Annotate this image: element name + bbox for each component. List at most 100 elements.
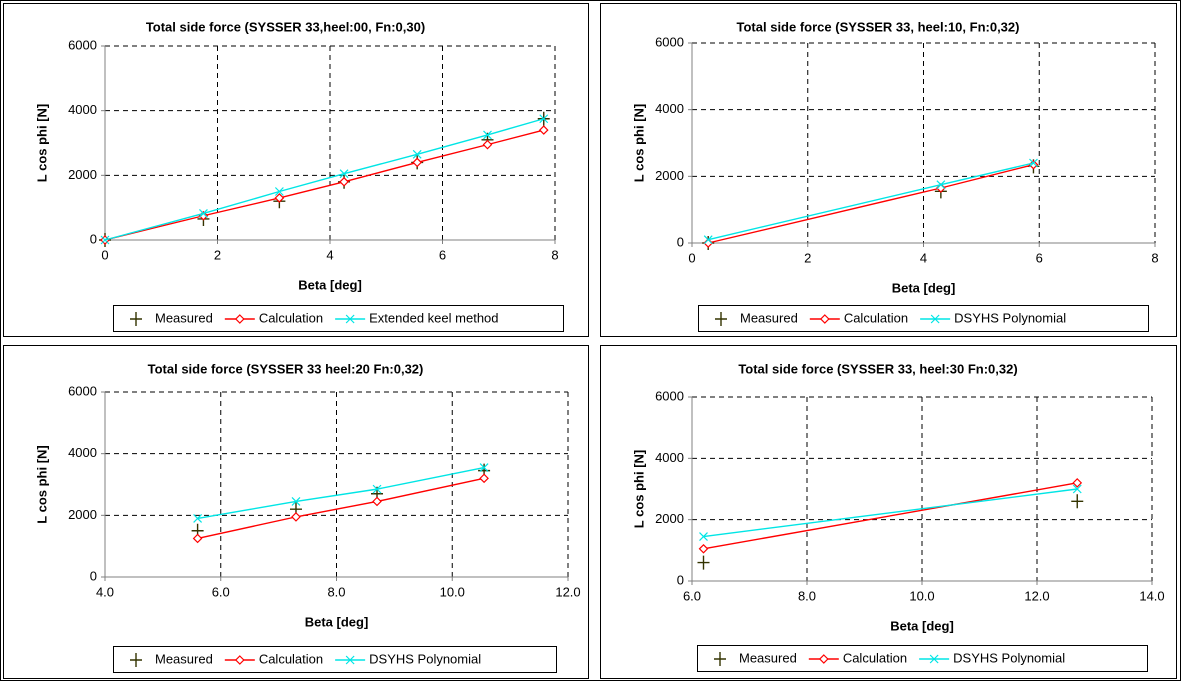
point: [193, 513, 203, 523]
legend-label: DSYHS Polynomial: [954, 310, 1066, 325]
x-tick-label: 2: [214, 247, 221, 262]
y-tick-label: 6000: [68, 383, 97, 398]
legend-marker: [130, 312, 142, 326]
point: [1071, 494, 1084, 509]
y-tick-label: 0: [90, 231, 97, 246]
axis-label: Beta [deg]: [892, 280, 956, 295]
point: [703, 235, 713, 245]
point: [1029, 158, 1038, 168]
legend-marker: [714, 652, 726, 666]
point: [1072, 478, 1083, 488]
x-tick-label: 0: [101, 247, 108, 262]
x-tick-label: 2: [804, 250, 811, 265]
series-line: [197, 477, 485, 540]
legend-label: Calculation: [259, 310, 323, 325]
x-tick-label: 8.0: [798, 588, 816, 603]
y-tick-label: 4000: [68, 445, 97, 460]
y-tick-label: 2000: [68, 507, 97, 522]
point: [372, 496, 382, 507]
point: [479, 473, 489, 484]
x-tick-label: 6: [1036, 250, 1043, 265]
axis-label: Beta [deg]: [298, 277, 362, 292]
point: [483, 130, 492, 140]
legend-label: Measured: [155, 310, 213, 325]
x-tick-label: 0: [688, 250, 695, 265]
axis-label: Beta [deg]: [305, 614, 369, 629]
legend-marker: [715, 312, 727, 326]
point: [936, 180, 946, 190]
point: [199, 209, 208, 218]
legend-label: Extended keel method: [369, 310, 498, 325]
x-tick-label: 8.0: [327, 584, 345, 599]
legend-label: DSYHS Polynomial: [953, 650, 1065, 665]
legend-marker: [818, 654, 829, 664]
point: [482, 139, 493, 150]
chart-title: Total side force (SYSSER 33, heel:10, Fn…: [737, 19, 1020, 34]
legend-label: Calculation: [259, 651, 323, 666]
y-tick-label: 6000: [655, 388, 684, 403]
legend-label: Calculation: [844, 310, 908, 325]
x-tick-label: 4: [920, 250, 927, 265]
axis-label: L cos phi [N]: [34, 104, 49, 182]
legend-label: Calculation: [843, 650, 907, 665]
x-tick-label: 12.0: [1024, 588, 1049, 603]
chart: Total side force (SYSSER 33,heel:00, Fn:…: [3, 3, 589, 337]
x-tick-label: 6.0: [212, 584, 230, 599]
legend-marker: [819, 314, 830, 324]
x-tick-label: 8: [1151, 250, 1158, 265]
x-tick-label: 4: [326, 247, 333, 262]
point: [274, 193, 285, 203]
x-tick-label: 8: [551, 247, 558, 262]
axis-label: L cos phi [N]: [34, 445, 49, 523]
x-tick-label: 4.0: [96, 584, 114, 599]
legend-marker: [234, 314, 245, 324]
series-line: [703, 488, 1078, 538]
point: [372, 484, 382, 494]
legend-label: DSYHS Polynomial: [369, 651, 481, 666]
point: [412, 157, 423, 168]
panel-border: [600, 3, 1177, 337]
point: [1072, 484, 1082, 494]
legend-marker: [234, 655, 245, 665]
y-tick-label: 2000: [655, 511, 684, 526]
series-line: [197, 466, 485, 520]
point: [699, 532, 708, 541]
x-tick-label: 10.0: [440, 584, 465, 599]
y-tick-label: 2000: [655, 168, 684, 183]
panel-border: [3, 3, 589, 337]
x-tick-label: 10.0: [909, 588, 934, 603]
legend-marker: [929, 654, 939, 664]
legend-marker: [345, 655, 355, 665]
y-tick-label: 0: [90, 568, 97, 583]
point: [291, 497, 301, 506]
point: [339, 169, 349, 179]
y-tick-label: 2000: [68, 167, 97, 182]
y-tick-label: 0: [677, 234, 684, 249]
panel-border: [600, 345, 1177, 679]
y-tick-label: 6000: [655, 34, 684, 49]
chart-title: Total side force (SYSSER 33,heel:00, Fn:…: [146, 19, 425, 34]
x-tick-label: 6.0: [683, 588, 701, 603]
y-tick-label: 6000: [68, 37, 97, 52]
axis-label: Beta [deg]: [890, 618, 954, 633]
x-tick-label: 6: [439, 247, 446, 262]
point: [192, 533, 203, 544]
point: [479, 463, 489, 472]
legend-marker: [345, 314, 355, 324]
x-tick-label: 12.0: [555, 584, 580, 599]
legend-marker: [930, 314, 940, 324]
y-tick-label: 4000: [655, 450, 684, 465]
series-line: [703, 482, 1078, 550]
point: [539, 114, 549, 124]
point: [291, 512, 301, 522]
x-tick-label: 14.0: [1139, 588, 1164, 603]
legend-marker: [130, 653, 142, 667]
chart: Total side force (SYSSER 33, heel:10, Fn…: [600, 3, 1177, 337]
legend-label: Measured: [740, 310, 798, 325]
point: [274, 187, 284, 196]
legend-label: Measured: [155, 651, 213, 666]
legend: [113, 646, 557, 673]
y-tick-label: 0: [677, 572, 684, 587]
